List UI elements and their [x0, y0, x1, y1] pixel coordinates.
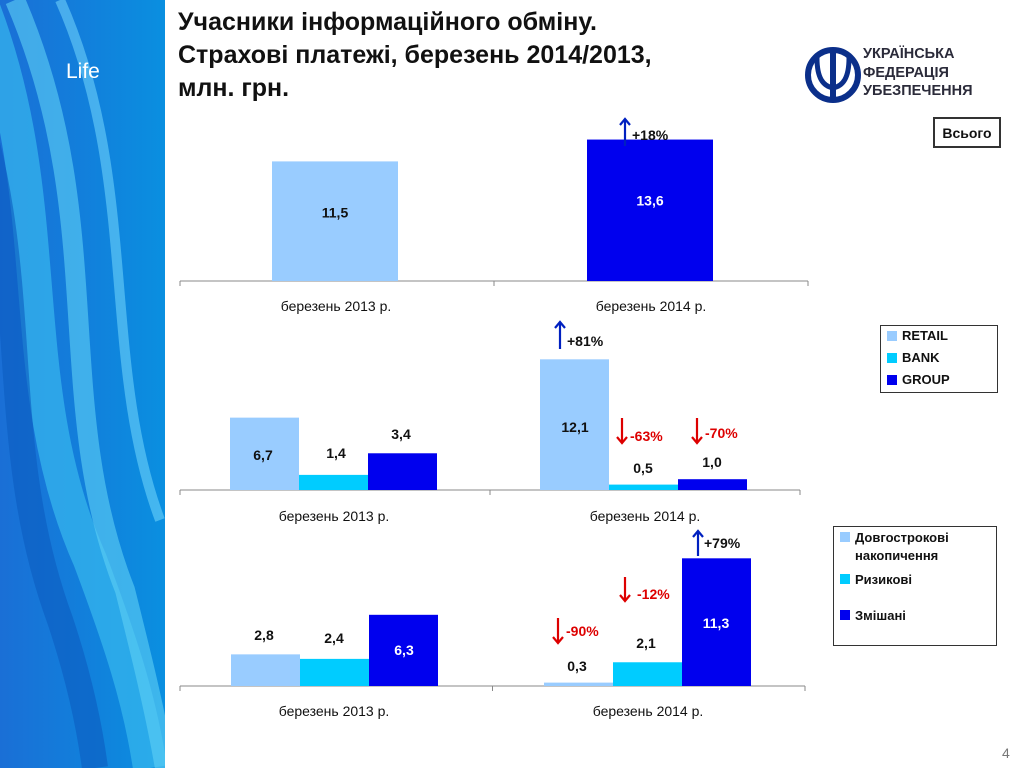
bar-series-2 [682, 558, 751, 686]
legend-item-retail: RETAIL [887, 328, 997, 350]
data-label: 2,4 [324, 630, 344, 646]
data-label: 0,5 [633, 460, 653, 476]
down-arrow-icon [691, 418, 703, 445]
down-arrow-icon-head [552, 636, 564, 645]
data-label: 2,1 [636, 635, 656, 651]
data-label: 12,1 [561, 419, 588, 435]
up-arrow-icon-head [619, 117, 631, 126]
data-label: 6,7 [253, 447, 273, 463]
legend-swatch [840, 532, 850, 542]
data-label: 3,4 [391, 426, 411, 442]
legend-item-bank: BANK [887, 350, 997, 372]
legend-item-group: GROUP [887, 372, 997, 394]
down-arrow-icon-head [616, 436, 628, 445]
up-arrow-icon-head [554, 320, 566, 329]
legend-swatch [887, 331, 897, 341]
bar-total [587, 139, 713, 281]
legend-label: RETAIL [902, 328, 948, 343]
bar-group [368, 453, 437, 490]
down-arrow-icon [552, 618, 564, 645]
legend-label: GROUP [902, 372, 950, 387]
bar-series-0 [231, 654, 300, 686]
data-label: 6,3 [394, 642, 414, 658]
change-annotation: +79% [704, 535, 741, 551]
legend-channels: RETAIL BANK GROUP [880, 325, 998, 393]
change-annotation: -63% [630, 428, 663, 444]
bar-total [272, 161, 398, 281]
down-arrow-icon-head [691, 436, 703, 445]
up-arrow-icon [554, 320, 566, 349]
bar-series-1 [613, 662, 682, 686]
down-arrow-icon [619, 577, 631, 603]
data-label: 0,3 [567, 658, 587, 674]
legend-label: BANK [902, 350, 940, 365]
legend-insurance-types: Довгострокові накопичення Ризикові Зміша… [833, 526, 997, 646]
up-arrow-icon-head [692, 529, 704, 538]
up-arrow-icon [619, 117, 631, 146]
bar-retail [230, 417, 299, 490]
bar-series-2 [369, 614, 438, 686]
legend-swatch [887, 353, 897, 363]
legend-item-mixed: Змішані [840, 607, 996, 625]
bar-bank [609, 484, 678, 490]
logo-text: УКРАЇНСЬКА ФЕДЕРАЦІЯ УБЕЗПЕЧЕННЯ [863, 46, 973, 99]
decorative-sidebar [0, 0, 165, 768]
up-arrow-icon [692, 529, 704, 556]
change-annotation: +18% [632, 127, 669, 143]
bar-bank [299, 474, 368, 490]
change-annotation: -12% [637, 586, 670, 602]
page-title: Учасники інформаційного обміну. Страхові… [178, 8, 652, 102]
change-annotation: -90% [566, 623, 599, 639]
x-tick-label: березень 2014 р. [590, 508, 701, 524]
bar-retail [540, 359, 609, 490]
data-label: 13,6 [636, 193, 663, 209]
legend-swatch [887, 375, 897, 385]
bar-series-1 [300, 658, 369, 686]
legend-swatch [840, 610, 850, 620]
data-label: 11,5 [322, 204, 349, 220]
legend-label: Довгострокові накопичення [855, 530, 949, 563]
total-label: Всього [933, 117, 1001, 148]
x-tick-label: березень 2013 р. [279, 508, 390, 524]
down-arrow-icon-head [619, 594, 631, 603]
legend-label: Змішані [855, 608, 906, 623]
legend-label: Ризикові [855, 572, 912, 587]
data-label: 1,4 [326, 445, 346, 461]
data-label: 11,3 [703, 615, 730, 631]
change-annotation: +81% [567, 333, 604, 349]
x-tick-label: березень 2013 р. [281, 298, 392, 314]
down-arrow-icon [616, 418, 628, 445]
legend-swatch [840, 574, 850, 584]
trident-logo-icon [805, 47, 861, 103]
x-tick-label: березень 2013 р. [279, 703, 390, 719]
x-tick-label: березень 2014 р. [593, 703, 704, 719]
change-annotation: -70% [705, 425, 738, 441]
legend-item-long-term: Довгострокові накопичення [840, 529, 996, 571]
legend-item-risk: Ризикові [840, 571, 996, 607]
logo [805, 47, 861, 103]
sidebar-label: Life [66, 60, 100, 83]
page-number: 4 [1002, 745, 1010, 761]
bar-group [678, 479, 747, 490]
bar-series-0 [544, 682, 613, 686]
data-label: 2,8 [254, 627, 274, 643]
data-label: 1,0 [702, 454, 722, 470]
x-tick-label: березень 2014 р. [596, 298, 707, 314]
